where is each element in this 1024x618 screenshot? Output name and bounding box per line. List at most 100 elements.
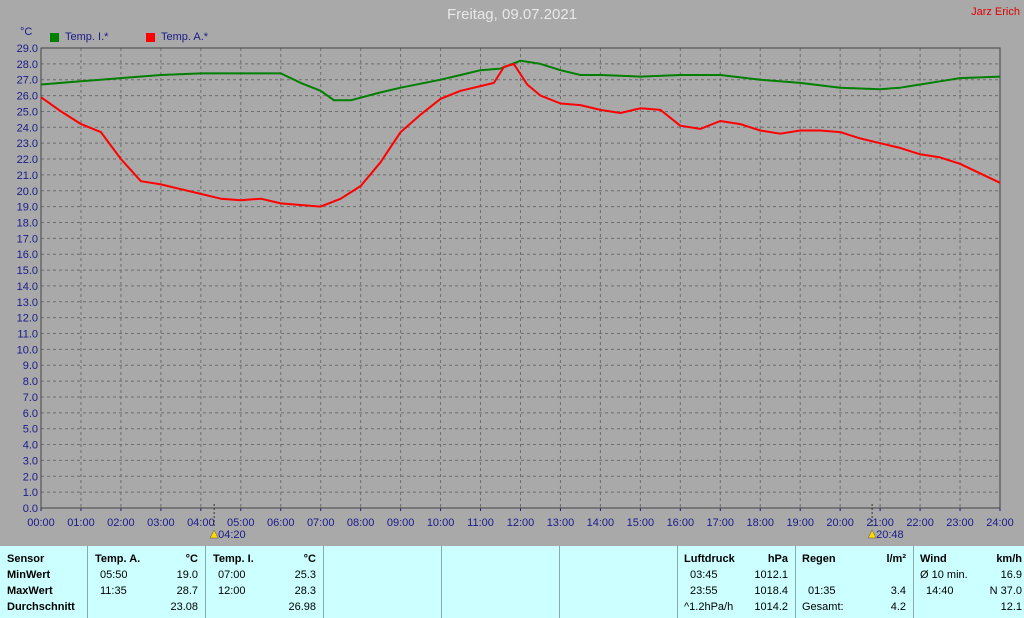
col-empty-3 [560, 546, 678, 618]
x-tick-label: 14:00 [587, 517, 615, 529]
y-tick-label: 14.0 [17, 281, 38, 293]
temp-i-header: Temp. I. [213, 553, 254, 565]
temp-a-min-time: 05:50 [100, 569, 128, 581]
series-lines [40, 59, 1001, 208]
col-sensor: Sensor MinWert MaxWert Durchschnitt [0, 546, 88, 618]
chart-title: Freitag, 09.07.2021 [446, 6, 578, 23]
y-tick-label: 10.0 [17, 344, 38, 356]
sun-icon [209, 529, 219, 539]
x-tick-label: 16:00 [667, 517, 695, 529]
y-tick-label: 24.0 [17, 122, 38, 134]
x-tick-label: 00:00 [27, 517, 55, 529]
temperature-chart: 0.0 1.0 2.0 3.0 4.0 5.0 6.0 7.0 8.0 9.0 10.0 11.0 12… [17, 43, 1014, 541]
wind-header: Wind [920, 553, 947, 565]
temp-i-min-time: 07:00 [218, 569, 246, 581]
x-tick-label: 12:00 [507, 517, 535, 529]
regen-max-value: 3.4 [890, 585, 906, 597]
sensor-header: Sensor [7, 553, 45, 565]
x-tick-labels: 00:00 01:00 02:00 03:00 04:00 05:00 06:00 07:00… [27, 517, 1014, 529]
x-tick-label: 23:00 [946, 517, 974, 529]
temp-a-min-value: 19.0 [176, 569, 198, 581]
y-tick-label: 20.0 [17, 186, 38, 198]
legend-swatch-inside [50, 32, 59, 42]
y-tick-label: 6.0 [23, 408, 38, 420]
y-tick-label: 19.0 [17, 202, 38, 214]
y-tick-label: 15.0 [17, 265, 38, 277]
regen-unit: l/m² [886, 553, 906, 565]
y-tick-label: 17.0 [17, 233, 38, 245]
row-label-avg: Durchschnitt [7, 601, 75, 613]
regen-header: Regen [802, 553, 836, 565]
luftdruck-trend-value: 1014.2 [754, 601, 788, 613]
col-temp-a: Temp. A. °C 05:50 19.0 11:35 28.7 23.08 [88, 546, 206, 618]
row-label-max: MaxWert [7, 585, 53, 597]
luftdruck-max-time: 23:55 [690, 585, 718, 597]
luftdruck-max-value: 1018.4 [754, 585, 788, 597]
legend-item-outside: Temp. A.* [146, 31, 208, 43]
y-tick-label: 28.0 [17, 59, 38, 71]
x-tick-label: 10:00 [427, 517, 455, 529]
luftdruck-trend-label: ^1.2hPa/h [684, 601, 734, 613]
x-tick-label: 20:00 [826, 517, 854, 529]
y-tick-label: 23.0 [17, 138, 38, 150]
x-tick-label: 09:00 [387, 517, 415, 529]
col-regen: Regen l/m² 01:35 3.4 Gesamt: 4.2 [796, 546, 914, 618]
x-tick-label: 22:00 [906, 517, 934, 529]
y-tick-label: 11.0 [17, 329, 38, 341]
y-tick-label: 2.0 [23, 471, 38, 483]
y-axis-unit: °C [20, 26, 33, 38]
x-tick-label: 21:00 [866, 517, 894, 529]
x-tick-label: 19:00 [786, 517, 814, 529]
sun-markers: 04:20 20:48 [209, 504, 904, 541]
wind-avg-value: 16.9 [1000, 569, 1022, 581]
y-tick-label: 4.0 [23, 440, 38, 452]
y-tick-label: 0.0 [23, 503, 38, 515]
y-tick-label: 18.0 [17, 217, 38, 229]
temp-i-min-value: 25.3 [294, 569, 316, 581]
x-tick-label: 18:00 [746, 517, 774, 529]
col-luftdruck: Luftdruck hPa 03:45 1012.1 23:55 1018.4 … [678, 546, 796, 618]
plot-frame [40, 47, 1001, 509]
y-tick-label: 12.0 [17, 313, 38, 325]
wind-avg-label: Ø 10 min. [920, 569, 968, 581]
temp-a-max-time: 11:35 [100, 585, 127, 597]
y-tick-label: 22.0 [17, 154, 38, 166]
y-tick-label: 26.0 [17, 91, 38, 103]
legend-item-inside: Temp. I.* [50, 31, 108, 43]
y-tick-label: 3.0 [23, 455, 38, 467]
legend-label-outside: Temp. A.* [161, 31, 209, 43]
temp-a-max-value: 28.7 [176, 585, 198, 597]
regen-total-value: 4.2 [890, 601, 906, 613]
luftdruck-min-time: 03:45 [690, 569, 718, 581]
y-tick-label: 27.0 [17, 75, 38, 87]
x-tick-label: 08:00 [347, 517, 375, 529]
sun-icon [867, 529, 877, 539]
series-line-1 [40, 62, 1001, 208]
luftdruck-header: Luftdruck [684, 553, 735, 565]
col-temp-i: Temp. I. °C 07:00 25.3 12:00 28.3 26.98 [206, 546, 324, 618]
stats-table: Sensor MinWert MaxWert Durchschnitt Temp… [0, 546, 1024, 618]
luftdruck-unit: hPa [767, 553, 788, 565]
temp-i-max-time: 12:00 [218, 585, 246, 597]
chart-grid [40, 47, 1001, 511]
wind-third-value: 12.1 [1000, 601, 1022, 613]
col-empty-2 [442, 546, 560, 618]
legend-label-inside: Temp. I.* [65, 31, 109, 43]
x-tick-label: 03:00 [147, 517, 175, 529]
temp-a-header: Temp. A. [95, 553, 141, 565]
x-tick-label: 07:00 [307, 517, 335, 529]
col-wind: Wind km/h Ø 10 min. 16.9 14:40 N 37.0 12… [914, 546, 1024, 618]
regen-max-time: 01:35 [808, 585, 836, 597]
y-tick-label: 29.0 [17, 43, 38, 55]
wind-max-value: N 37.0 [989, 585, 1022, 597]
y-tick-label: 7.0 [23, 392, 38, 404]
x-tick-label: 11:00 [467, 517, 494, 529]
y-tick-label: 21.0 [17, 170, 38, 182]
x-tick-label: 04:00 [187, 517, 215, 529]
x-tick-label: 05:00 [227, 517, 255, 529]
temp-a-avg-value: 23.08 [170, 601, 198, 613]
sun-marker-label: 04:20 [218, 529, 246, 541]
author-label: Jarz Erich [971, 6, 1020, 18]
x-tick-label: 17:00 [707, 517, 735, 529]
temp-a-unit: °C [185, 553, 198, 565]
